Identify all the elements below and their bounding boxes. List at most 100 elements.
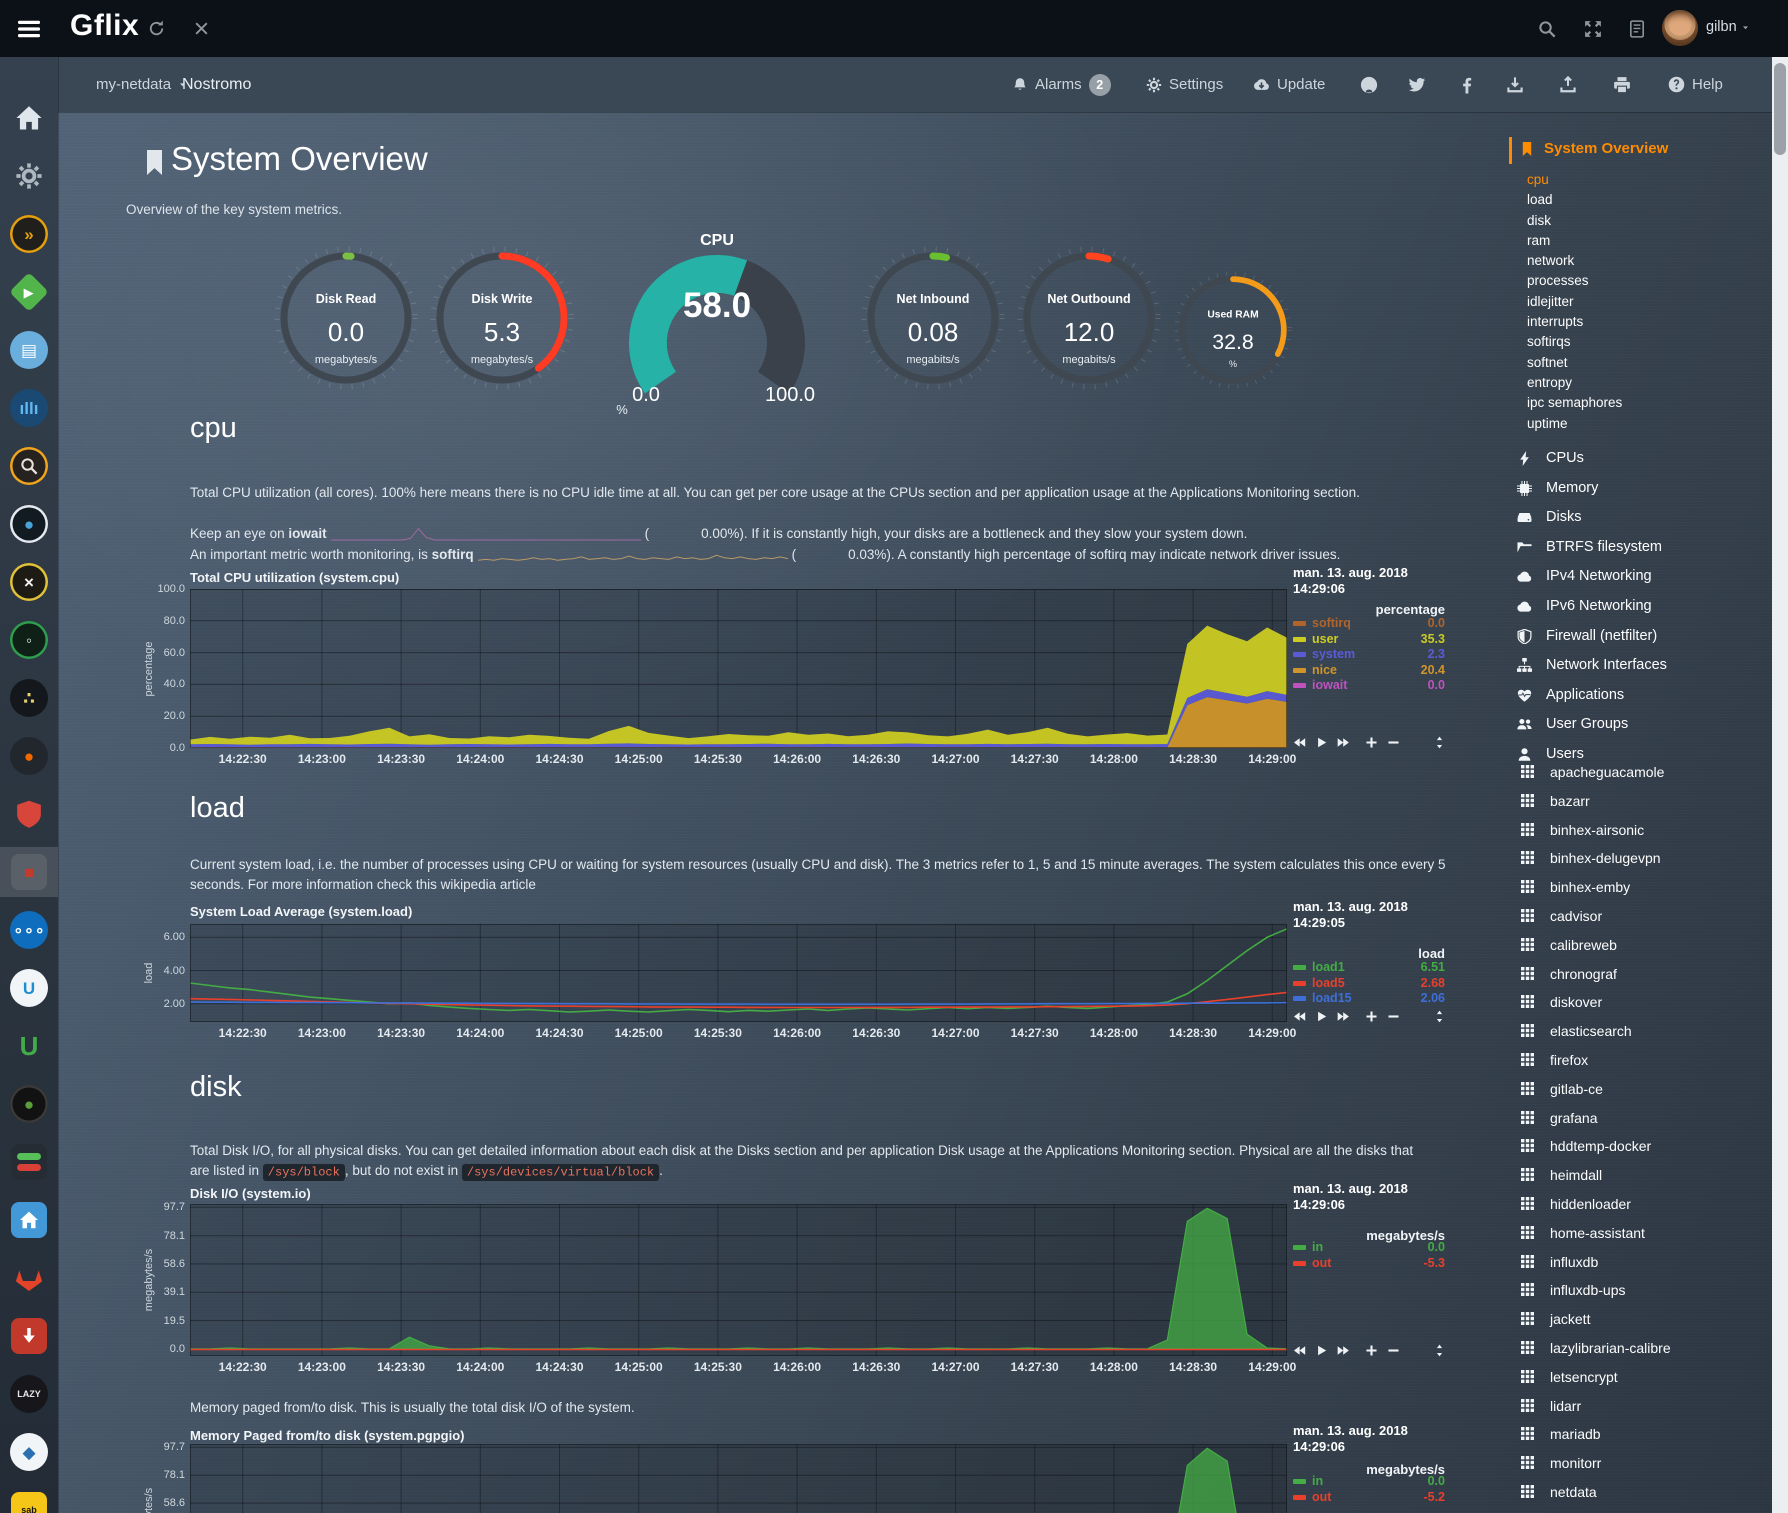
legend-entry-load5[interactable]: load5 2.68 [1293, 976, 1445, 992]
app-lazylibrarian[interactable]: LAZY [0, 1369, 58, 1419]
app-duplicati[interactable]: ◆ [0, 1427, 58, 1477]
chart-plot[interactable] [190, 589, 1287, 748]
changelog-icon[interactable] [1628, 20, 1646, 38]
menu-subitem-processes[interactable]: processes [1527, 273, 1589, 289]
legend-entry-in[interactable]: in 0.0 [1293, 1474, 1445, 1490]
app-emby[interactable]: ▶ [0, 267, 58, 317]
pan-left-button[interactable] [1293, 1010, 1306, 1023]
menu-app-binhex-emby[interactable]: binhex-emby [1521, 879, 1769, 908]
menu-section-disks[interactable]: Disks [1517, 509, 1767, 539]
gauge-net-outbound[interactable]: Net Outbound 12.0 megabits/s [1014, 243, 1164, 393]
legend-entry-iowait[interactable]: iowait 0.0 [1293, 678, 1445, 694]
pan-left-button[interactable] [1293, 1344, 1306, 1357]
app-red-shield[interactable] [0, 789, 58, 839]
server-dropdown[interactable]: my-netdata [96, 57, 187, 112]
pan-left-button[interactable] [1293, 736, 1306, 749]
menu-app-jackett[interactable]: jackett [1521, 1311, 1769, 1340]
menu-section-applications[interactable]: Applications [1517, 687, 1767, 717]
menu-app-diskover[interactable]: diskover [1521, 994, 1769, 1023]
menu-app-influxdb-ups[interactable]: influxdb-ups [1521, 1282, 1769, 1311]
menu-app-heimdall[interactable]: heimdall [1521, 1167, 1769, 1196]
menu-subitem-ram[interactable]: ram [1527, 232, 1551, 248]
menu-subitem-softnet[interactable]: softnet [1527, 354, 1568, 370]
menu-app-influxdb[interactable]: influxdb [1521, 1254, 1769, 1283]
app-dish[interactable]: ● [0, 1079, 58, 1129]
menu-subitem-ipc-semaphores[interactable]: ipc semaphores [1527, 395, 1623, 411]
app-grafana[interactable]: ● [0, 731, 58, 781]
app-jackett[interactable] [0, 441, 58, 491]
app-organizr[interactable]: ● [0, 499, 58, 549]
resize-handle[interactable] [1433, 736, 1446, 749]
app-scatter[interactable]: ∴ [0, 673, 58, 723]
gauge-used-ram[interactable]: Used RAM 32.8% [1172, 269, 1295, 392]
menu-section-ipv6-networking[interactable]: IPv6 Networking [1517, 598, 1767, 628]
app-youtubedl[interactable] [0, 1311, 58, 1361]
help-button[interactable]: Help [1668, 57, 1723, 112]
zoom-out-button[interactable] [1387, 736, 1400, 749]
export-button[interactable] [1559, 57, 1577, 112]
menu-app-lazylibrarian-calibre[interactable]: lazylibrarian-calibre [1521, 1340, 1769, 1369]
close-icon[interactable] [193, 20, 210, 37]
pan-right-button[interactable] [1337, 1344, 1350, 1357]
menu-app-hddtemp-docker[interactable]: hddtemp-docker [1521, 1138, 1769, 1167]
legend-entry-out[interactable]: out -5.2 [1293, 1490, 1445, 1506]
menu-section-cpus[interactable]: CPUs [1517, 450, 1767, 480]
github-link[interactable] [1360, 57, 1378, 112]
menu-section-btrfs-filesystem[interactable]: BTRFS filesystem [1517, 539, 1767, 569]
avatar[interactable] [1662, 10, 1698, 46]
menu-app-hiddenloader[interactable]: hiddenloader [1521, 1196, 1769, 1225]
legend-entry-system[interactable]: system 2.3 [1293, 647, 1445, 663]
menu-app-calibreweb[interactable]: calibreweb [1521, 937, 1769, 966]
legend-entry-user[interactable]: user 35.3 [1293, 632, 1445, 648]
import-button[interactable] [1506, 57, 1524, 112]
menu-app-elasticsearch[interactable]: elasticsearch [1521, 1023, 1769, 1052]
menu-app-letsencrypt[interactable]: letsencrypt [1521, 1369, 1769, 1398]
scrollbar-track[interactable] [1772, 57, 1788, 1513]
menu-subitem-cpu[interactable]: cpu [1527, 172, 1549, 187]
menu-section-memory[interactable]: Memory [1517, 480, 1767, 510]
app-cubes[interactable]: ■ [0, 847, 58, 897]
menu-app-binhex-airsonic[interactable]: binhex-airsonic [1521, 822, 1769, 851]
menu-app-home-assistant[interactable]: home-assistant [1521, 1225, 1769, 1254]
play-button[interactable] [1315, 1344, 1328, 1357]
menu-app-chronograf[interactable]: chronograf [1521, 966, 1769, 995]
facebook-link[interactable] [1458, 57, 1476, 112]
menu-section-network-interfaces[interactable]: Network Interfaces [1517, 657, 1767, 687]
menu-subitem-disk[interactable]: disk [1527, 212, 1552, 228]
app-gitlab[interactable] [0, 1253, 58, 1303]
app-green-u[interactable]: U [19, 1031, 39, 1061]
menu-app-gitlab-ce[interactable]: gitlab-ce [1521, 1081, 1769, 1110]
menu-app-binhex-delugevpn[interactable]: binhex-delugevpn [1521, 850, 1769, 879]
settings-button[interactable]: Settings [1146, 57, 1223, 112]
gauge-cpu[interactable]: CPU 58.0 0.0 100.0% [602, 225, 832, 415]
scrollbar-thumb[interactable] [1774, 63, 1786, 155]
resize-handle[interactable] [1433, 1344, 1446, 1357]
menu-subitem-entropy[interactable]: entropy [1527, 374, 1573, 390]
app-ubiquiti[interactable]: U [0, 963, 58, 1013]
pan-right-button[interactable] [1337, 736, 1350, 749]
legend-entry-softirq[interactable]: softirq 0.0 [1293, 616, 1445, 632]
app-sabnzbd[interactable]: sab [0, 1485, 58, 1513]
home-button[interactable] [0, 93, 58, 143]
legend-entry-nice[interactable]: nice 20.4 [1293, 663, 1445, 679]
user-menu[interactable]: gilbn [1706, 19, 1750, 35]
menu-subitem-network[interactable]: network [1527, 253, 1575, 269]
app-heimdall[interactable] [0, 1195, 58, 1245]
legend-entry-in[interactable]: in 0.0 [1293, 1240, 1445, 1256]
menu-app-grafana[interactable]: grafana [1521, 1110, 1769, 1139]
menu-app-cadvisor[interactable]: cadvisor [1521, 908, 1769, 937]
print-button[interactable] [1613, 57, 1631, 112]
menu-app-mariadb[interactable]: mariadb [1521, 1426, 1769, 1455]
menu-app-apacheguacamole[interactable]: apacheguacamole [1521, 764, 1769, 793]
play-button[interactable] [1315, 736, 1328, 749]
pan-right-button[interactable] [1337, 1010, 1350, 1023]
play-button[interactable] [1315, 1010, 1328, 1023]
search-icon[interactable] [1538, 20, 1556, 38]
chart-plot[interactable] [190, 924, 1287, 1022]
settings-button[interactable] [0, 151, 58, 201]
app-nextcloud[interactable]: ∘∘∘ [0, 905, 58, 955]
app-airsonic[interactable]: ıllı [0, 383, 58, 433]
menu-app-firefox[interactable]: firefox [1521, 1052, 1769, 1081]
menu-app-bazarr[interactable]: bazarr [1521, 793, 1769, 822]
menu-subitem-interrupts[interactable]: interrupts [1527, 314, 1584, 330]
